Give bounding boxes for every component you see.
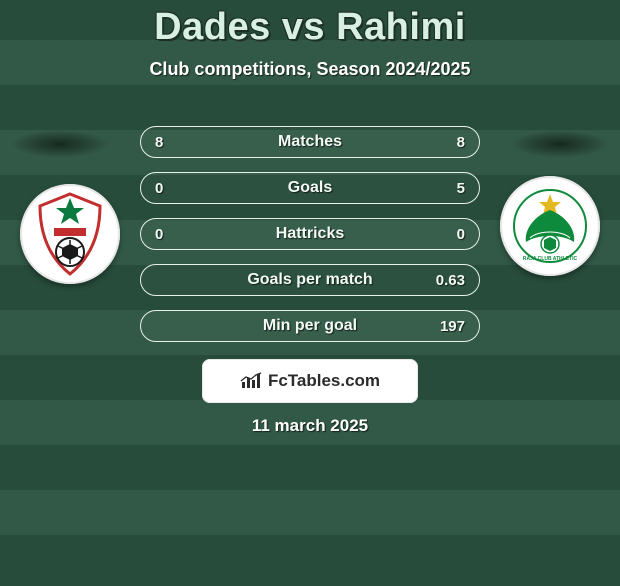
stat-row: 0 Hattricks 0 [140,218,480,250]
stat-row: Min per goal 197 [140,310,480,342]
stats-container: 8 Matches 8 0 Goals 5 0 Hattricks 0 Goal… [140,126,480,342]
emblem-shadow-right [510,130,610,158]
stat-value-right: 197 [429,318,465,335]
stat-row: 0 Goals 5 [140,172,480,204]
stat-label: Hattricks [276,225,344,243]
stat-row: Goals per match 0.63 [140,264,480,296]
eagle-icon: RAJA CLUB ATHLETIC [512,188,588,264]
shield-icon [34,192,106,276]
bar-chart-icon [240,372,262,390]
stat-value-right: 0.63 [429,272,465,289]
stat-label: Goals [288,179,332,197]
stat-value-right: 0 [429,226,465,243]
stat-label: Min per goal [263,317,357,335]
brand-badge: FcTables.com [202,359,418,403]
brand-label: FcTables.com [268,371,380,391]
stat-label: Matches [278,133,342,151]
stat-row: 8 Matches 8 [140,126,480,158]
club-emblem-left [20,184,120,284]
stat-value-left: 0 [155,180,191,197]
stat-label: Goals per match [247,271,372,289]
page-title: Dades vs Rahimi [0,6,620,49]
club-emblem-right: RAJA CLUB ATHLETIC [500,176,600,276]
date-label: 11 march 2025 [0,416,620,436]
subtitle: Club competitions, Season 2024/2025 [0,59,620,80]
stat-value-right: 5 [429,180,465,197]
stat-value-left: 0 [155,226,191,243]
stat-value-right: 8 [429,134,465,151]
svg-text:RAJA CLUB ATHLETIC: RAJA CLUB ATHLETIC [523,256,578,262]
stat-value-left: 8 [155,134,191,151]
emblem-shadow-left [10,130,110,158]
